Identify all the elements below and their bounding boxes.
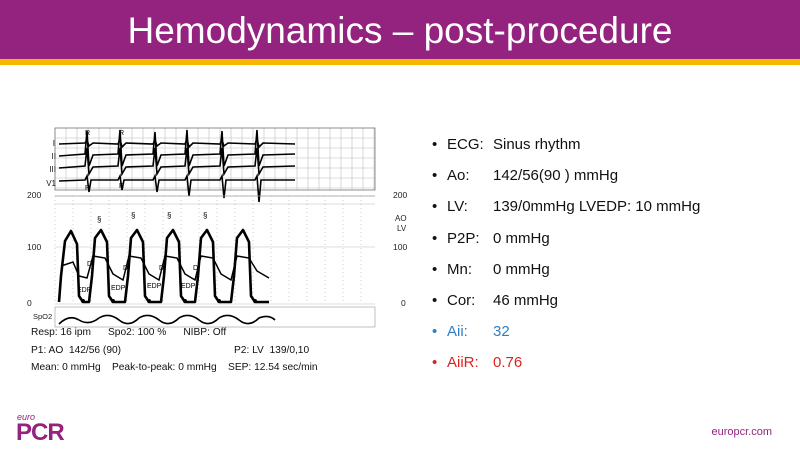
scale-left-200: 200 xyxy=(27,190,41,200)
bullet-value: 0.76 xyxy=(493,354,523,372)
lead-label-ii: II xyxy=(52,152,56,161)
hemodynamic-values-list: • ECG: Sinus rhythm • Ao: 142/56(90 ) mmHg • LV… xyxy=(432,134,792,384)
bullet-label: LV: xyxy=(447,198,468,216)
section-marker: § xyxy=(167,211,171,220)
monitor-p2-line: P2: LV 139/0,10 xyxy=(234,345,310,356)
scale-left-100: 100 xyxy=(27,242,41,252)
footer-website: europcr.com xyxy=(711,426,772,438)
bullet-label: Mn: xyxy=(447,260,473,278)
ao-pressure-trace xyxy=(60,255,270,282)
r-marker: R xyxy=(119,130,124,137)
bullet-dot: • xyxy=(432,136,438,153)
d-marker: D xyxy=(193,265,198,272)
section-markers: § § § § xyxy=(97,211,207,224)
pressure-label-ao: AO xyxy=(395,214,407,223)
r-marker: R xyxy=(119,183,124,190)
bullet-item: • Aii: 32 xyxy=(432,321,792,352)
bullet-label: AiiR: xyxy=(447,354,479,372)
bullet-dot: • xyxy=(432,354,438,372)
edp-point xyxy=(183,299,187,303)
title-accent-stripe xyxy=(0,59,800,65)
scale-right-200: 200 xyxy=(393,190,407,200)
europcr-logo: euro PCR xyxy=(16,412,96,446)
d-marker: D xyxy=(123,265,128,272)
bullet-value: 32 xyxy=(493,323,510,341)
ecg-lead-ii-trace xyxy=(58,129,296,167)
spo2-trace xyxy=(58,314,276,325)
bullet-item: • ECG: Sinus rhythm xyxy=(432,134,792,165)
ecg-strip-frame xyxy=(54,127,376,191)
monitor-vitals-line: Resp: 16 ipm Spo2: 100 % NIBP: Off xyxy=(31,327,227,338)
monitor-mean-line: Mean: 0 mmHg Peak-to-peak: 0 mmHg SEP: 1… xyxy=(31,362,318,373)
scale-right-0: 0 xyxy=(401,298,406,308)
bullet-dot: • xyxy=(432,167,438,185)
d-marker: D xyxy=(159,265,164,272)
bullet-value: Sinus rhythm xyxy=(493,136,581,153)
spo2-label: SpO2 xyxy=(33,312,52,321)
bullet-dot: • xyxy=(432,291,438,309)
edp-point xyxy=(217,299,221,303)
scale-left-0: 0 xyxy=(27,298,32,308)
bullet-item: • Cor: 46 mmHg xyxy=(432,290,792,321)
ecg-lead-iii-trace xyxy=(58,147,296,177)
logo-big-text: PCR xyxy=(16,419,65,446)
edp-points xyxy=(81,299,257,303)
edp-point xyxy=(81,299,85,303)
scale-right-100: 100 xyxy=(393,242,407,252)
ecg-lead-v1-trace xyxy=(58,173,295,203)
bullet-item: • AiiR: 0.76 xyxy=(432,352,792,383)
hemodynamic-monitor-tracing: I II III V1 R R R R 200 100 0 200 100 0 … xyxy=(25,126,417,378)
bullet-value: 142/56(90 ) mmHg xyxy=(493,167,619,185)
bullet-item: • P2P: 0 mmHg xyxy=(432,228,792,259)
edp-label: EDP xyxy=(147,283,162,290)
lead-label-iii: III xyxy=(49,165,56,174)
monitor-svg: I II III V1 R R R R 200 100 0 200 100 0 … xyxy=(27,127,407,328)
bullet-value: 46 mmHg xyxy=(493,291,559,309)
bullet-dot: • xyxy=(432,323,438,341)
bullet-dot: • xyxy=(432,229,438,247)
pressure-time-ticks xyxy=(54,196,362,304)
lead-label-i: I xyxy=(53,139,55,148)
ecg-lead-i-trace xyxy=(58,136,296,149)
bullet-dot: • xyxy=(432,198,438,216)
spo2-strip-frame xyxy=(54,306,376,328)
section-marker: § xyxy=(131,211,135,220)
pressure-label-lv: LV xyxy=(397,224,407,233)
bullet-item: • Ao: 142/56(90 ) mmHg xyxy=(432,165,792,196)
logo-small-text: euro xyxy=(17,412,36,422)
edp-label: EDP xyxy=(181,283,196,290)
bullet-label: P2P: xyxy=(447,229,480,247)
title-banner xyxy=(0,0,800,59)
edp-point xyxy=(111,299,115,303)
edp-labels: EDP EDP EDP EDP xyxy=(77,283,196,294)
d-markers: D D D D xyxy=(87,261,198,272)
monitor-p1-line: P1: AO 142/56 (90) xyxy=(31,345,122,356)
r-markers: R R R R xyxy=(85,130,124,192)
bullet-item: • Mn: 0 mmHg xyxy=(432,259,792,290)
edp-label: EDP xyxy=(111,285,126,292)
bullet-label: Ao: xyxy=(447,167,470,185)
lead-label-v1: V1 xyxy=(46,179,56,188)
bullet-label: Aii: xyxy=(447,323,468,341)
bullet-value: 0 mmHg xyxy=(493,229,550,247)
section-marker: § xyxy=(203,211,207,220)
ecg-traces xyxy=(58,129,296,203)
lv-pressure-trace xyxy=(57,228,269,304)
section-marker: § xyxy=(97,215,101,224)
bullet-value: 0 mmHg xyxy=(493,260,550,278)
edp-label: EDP xyxy=(77,287,92,294)
slide-title: Hemodynamics – post-procedure xyxy=(127,10,673,51)
bullet-value: 139/0mmHg LVEDP: 10 mmHg xyxy=(493,198,701,216)
r-marker: R xyxy=(85,130,90,137)
bullet-dot: • xyxy=(432,260,438,278)
d-marker: D xyxy=(87,261,92,268)
edp-point xyxy=(253,299,257,303)
bullet-item: • LV: 139/0mmHg LVEDP: 10 mmHg xyxy=(432,196,792,227)
bullet-label: ECG: xyxy=(447,136,484,153)
edp-point xyxy=(147,299,151,303)
bullet-label: Cor: xyxy=(447,291,476,309)
r-marker: R xyxy=(85,185,90,192)
